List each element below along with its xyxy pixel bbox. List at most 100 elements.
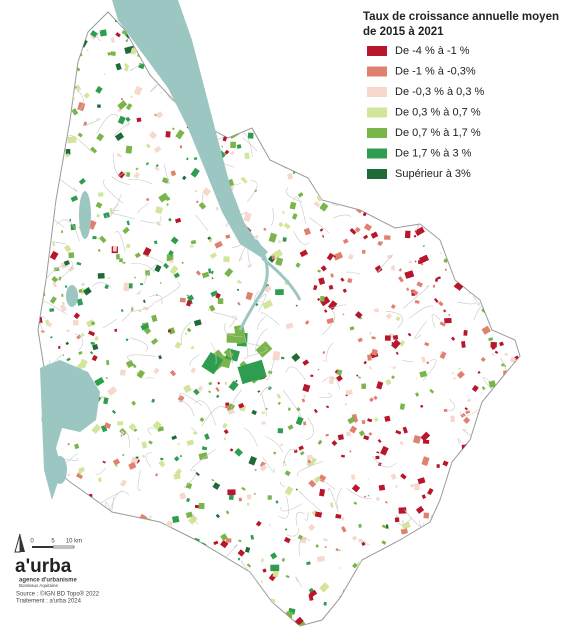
land-patch <box>510 356 516 363</box>
land-patch <box>463 212 466 215</box>
land-patch <box>408 260 413 264</box>
land-patch <box>395 351 399 355</box>
land-patch <box>517 49 520 52</box>
land-patch <box>494 535 498 538</box>
land-patch <box>136 117 142 123</box>
land-patch <box>66 357 71 362</box>
land-patch <box>72 605 77 611</box>
land-patch <box>313 408 318 414</box>
land-patch <box>284 470 291 477</box>
land-patch <box>401 195 408 201</box>
land-patch <box>411 192 420 201</box>
land-patch <box>517 612 520 618</box>
commune-border <box>255 110 262 128</box>
commune-border <box>416 592 436 606</box>
commune-border <box>128 593 150 601</box>
land-patch <box>481 112 486 118</box>
land-patch <box>166 203 169 206</box>
land-patch <box>198 452 208 461</box>
commune-border <box>282 449 297 468</box>
land-patch <box>188 514 198 525</box>
land-patch <box>117 606 123 613</box>
land-patch <box>485 591 490 597</box>
commune-border <box>130 302 154 312</box>
commune-border <box>74 333 84 351</box>
land-patch <box>504 473 515 483</box>
land-patch <box>150 337 159 345</box>
land-patch <box>107 277 110 280</box>
land-patch <box>479 33 482 35</box>
land-patch <box>79 533 82 536</box>
land-patch <box>130 47 137 55</box>
commune-border <box>54 520 62 525</box>
land-patch <box>334 369 338 374</box>
land-patch <box>67 265 75 273</box>
land-patch <box>125 145 133 154</box>
logo-name: a'urba <box>15 556 72 577</box>
land-patch <box>234 447 243 457</box>
legend-swatch <box>367 46 387 56</box>
land-patch <box>111 409 117 415</box>
land-patch <box>461 512 468 520</box>
land-patch <box>72 520 76 524</box>
land-patch <box>138 539 147 548</box>
land-patch <box>499 110 502 114</box>
land-patch <box>400 473 407 480</box>
land-patch <box>471 576 482 587</box>
land-patch <box>517 392 520 398</box>
land-patch <box>368 187 375 194</box>
land-patch <box>126 38 129 41</box>
commune-border <box>68 134 93 153</box>
commune-border <box>140 215 162 224</box>
land-patch <box>414 620 421 626</box>
land-patch <box>418 254 430 264</box>
land-patch <box>343 154 350 161</box>
commune-border <box>230 616 239 626</box>
land-patch <box>283 35 292 43</box>
land-patch <box>381 608 388 616</box>
commune-border <box>332 184 343 198</box>
land-patch <box>357 74 361 78</box>
land-patch <box>258 131 263 136</box>
land-patch <box>80 332 85 337</box>
land-patch <box>146 197 150 202</box>
land-patch <box>136 369 146 379</box>
land-patch <box>97 248 101 252</box>
land-patch <box>349 228 357 235</box>
land-patch <box>214 240 223 249</box>
land-patch <box>302 421 307 426</box>
land-patch <box>57 491 62 495</box>
land-patch <box>269 523 271 526</box>
land-patch <box>285 574 290 579</box>
land-patch <box>353 14 364 25</box>
commune-border <box>114 230 126 253</box>
land-patch <box>247 584 253 590</box>
commune-border <box>111 176 130 185</box>
land-patch <box>329 502 334 508</box>
land-patch <box>100 569 105 576</box>
land-patch <box>261 421 266 425</box>
land-patch <box>263 99 267 104</box>
land-patch <box>425 536 432 543</box>
commune-border <box>458 34 464 41</box>
commune-border <box>396 516 413 525</box>
commune-border <box>340 38 346 51</box>
land-patch <box>109 576 112 579</box>
land-patch <box>408 201 413 206</box>
land-patch <box>342 313 345 316</box>
commune-border <box>190 448 216 472</box>
land-patch <box>462 529 466 533</box>
land-patch <box>319 296 331 307</box>
land-patch <box>459 538 470 547</box>
commune-border <box>233 35 255 40</box>
land-patch <box>367 478 370 480</box>
land-patch <box>407 332 412 337</box>
land-patch <box>506 29 509 34</box>
legend-swatch <box>367 66 387 77</box>
land-patch <box>64 285 68 288</box>
commune-border <box>385 310 403 329</box>
land-patch <box>151 398 156 403</box>
land-patch <box>469 141 474 146</box>
land-patch <box>263 227 267 232</box>
land-patch <box>516 510 520 513</box>
